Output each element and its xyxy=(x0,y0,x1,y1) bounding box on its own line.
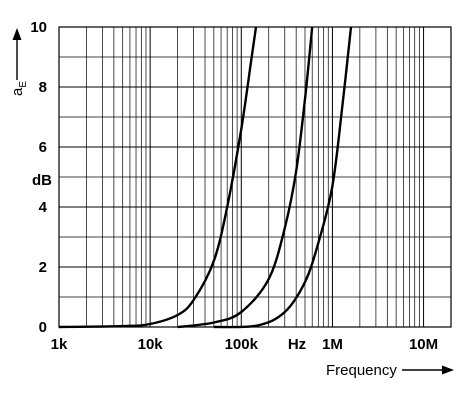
x-tick-label: 1k xyxy=(51,336,68,353)
y-tick-label: 2 xyxy=(39,259,47,276)
x-tick-label: 100k xyxy=(225,336,259,353)
y-tick-label: 10 xyxy=(30,19,47,36)
y-tick-label: 0 xyxy=(39,319,47,336)
x-tick-labels: 1k 10k 100k 1M 10M xyxy=(51,336,439,353)
series-line-1 xyxy=(58,26,258,329)
y-tick-label: 4 xyxy=(39,199,48,216)
x-axis-label: Frequency xyxy=(326,362,397,379)
series-line-3 xyxy=(213,26,353,329)
grid xyxy=(58,26,452,328)
y-tick-label: 6 xyxy=(39,139,47,156)
x-tick-label: 1M xyxy=(322,336,343,353)
series-line-2 xyxy=(177,26,314,329)
series-layer xyxy=(58,26,353,329)
x-axis-arrow-head xyxy=(442,365,454,375)
x-unit-label: Hz xyxy=(288,336,306,353)
x-axis-title: Frequency xyxy=(326,362,454,379)
x-tick-label: 10k xyxy=(138,336,164,353)
y-axis-label: aE xyxy=(9,81,29,96)
x-tick-label: 10M xyxy=(409,336,438,353)
y-axis-arrow-head xyxy=(12,28,22,40)
y-tick-label: 8 xyxy=(39,79,47,96)
y-tick-labels: 0 2 4 6 8 10 xyxy=(30,19,47,336)
y-axis-label-subscript: E xyxy=(18,81,29,88)
y-axis-title: aE xyxy=(9,28,29,96)
y-unit-label: dB xyxy=(32,172,52,189)
plot-frame xyxy=(58,26,452,328)
